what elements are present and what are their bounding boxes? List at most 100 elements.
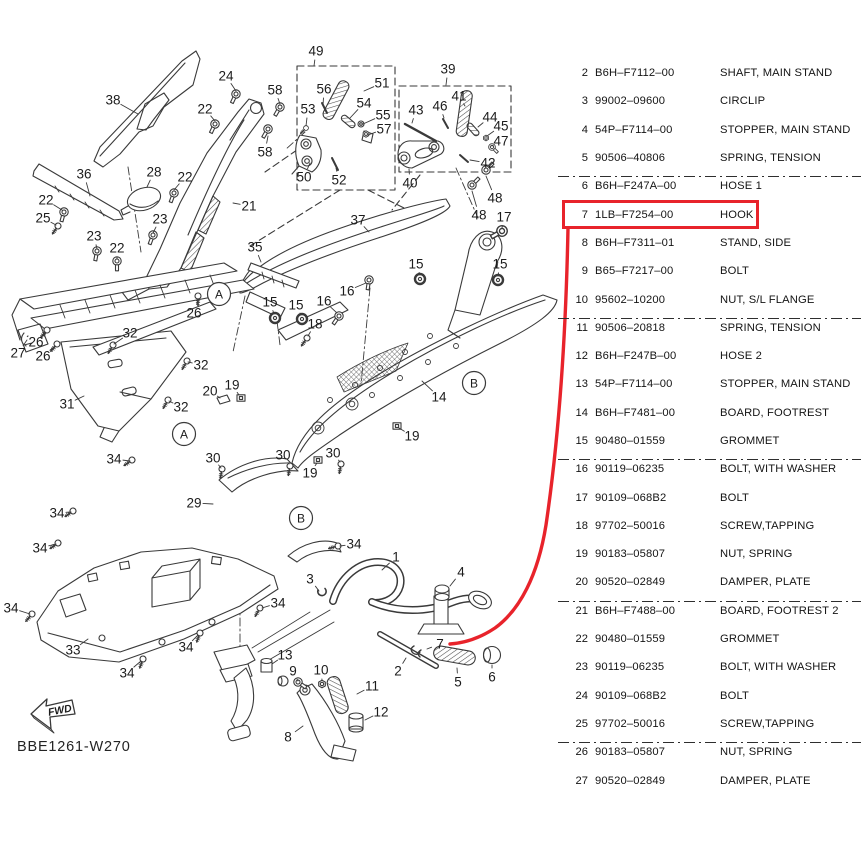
parts-row[interactable]: 19 90183–05807 NUT, SPRING — [558, 540, 861, 568]
parts-row[interactable]: 22 90480–01559 GROMMET — [558, 625, 861, 653]
callout-label[interactable]: 29 — [186, 496, 201, 511]
callout-label[interactable]: 40 — [402, 176, 417, 191]
parts-row[interactable]: 24 90109–068B2 BOLT — [558, 682, 861, 710]
parts-row[interactable]: 17 90109–068B2 BOLT — [558, 483, 861, 511]
callout-label[interactable]: 13 — [277, 648, 292, 663]
parts-row[interactable]: 10 95602–10200 NUT, S/L FLANGE — [558, 285, 861, 313]
callout-label[interactable]: 18 — [307, 317, 322, 332]
callout-label[interactable]: 6 — [488, 670, 496, 685]
callout-label[interactable]: 38 — [105, 93, 120, 108]
parts-row[interactable]: 21 B6H–F7488–00 BOARD, FOOTREST 2 — [558, 597, 861, 625]
parts-row[interactable]: 26 90183–05807 NUT, SPRING — [558, 738, 861, 766]
callout-label[interactable]: 34 — [49, 506, 65, 521]
callout-label[interactable]: 17 — [496, 210, 511, 225]
callout-label[interactable]: 57 — [376, 122, 391, 137]
callout-label[interactable]: 56 — [316, 82, 331, 97]
callout-label[interactable]: 3 — [306, 572, 314, 587]
callout-label[interactable]: 22 — [177, 170, 192, 185]
callout-label[interactable]: 53 — [300, 102, 315, 117]
callout-label[interactable]: 31 — [59, 397, 74, 412]
callout-label[interactable]: 22 — [109, 241, 124, 256]
parts-row[interactable]: 13 54P–F7114–00 STOPPER, MAIN STAND — [558, 370, 861, 398]
callout-label[interactable]: 14 — [431, 390, 447, 405]
callout-label[interactable]: 15 — [288, 298, 303, 313]
callout-label[interactable]: 8 — [284, 730, 292, 745]
callout-label[interactable]: 23 — [152, 212, 167, 227]
callout-label[interactable]: 25 — [35, 211, 50, 226]
callout-label[interactable]: 36 — [76, 167, 91, 182]
callout-label[interactable]: 37 — [350, 213, 365, 228]
callout-label[interactable]: 49 — [308, 44, 323, 59]
callout-label[interactable]: 20 — [202, 384, 217, 399]
parts-row[interactable]: 27 90520–02849 DAMPER, PLATE — [558, 766, 861, 794]
parts-row[interactable]: 6 B6H–F247A–00 HOSE 1 — [558, 172, 861, 200]
parts-row[interactable]: 20 90520–02849 DAMPER, PLATE — [558, 568, 861, 596]
parts-row[interactable]: 15 90480–01559 GROMMET — [558, 427, 861, 455]
callout-label[interactable]: 35 — [247, 240, 262, 255]
callout-label[interactable]: 5 — [454, 675, 462, 690]
callout-label[interactable]: 47 — [493, 134, 508, 149]
parts-row[interactable]: 7 1LB–F7254–00 HOOK — [558, 200, 861, 228]
callout-label[interactable]: 34 — [106, 452, 122, 467]
callout-label[interactable]: 1 — [392, 550, 400, 565]
callout-label[interactable]: 33 — [65, 643, 80, 658]
callout-label[interactable]: 32 — [122, 326, 137, 341]
callout-label[interactable]: 30 — [275, 448, 290, 463]
callout-label[interactable]: 30 — [325, 446, 340, 461]
callout-label[interactable]: 44 — [482, 110, 498, 125]
parts-row[interactable]: 14 B6H–F7481–00 BOARD, FOOTREST — [558, 399, 861, 427]
callout-label[interactable]: 27 — [10, 346, 25, 361]
callout-label[interactable]: 19 — [302, 466, 317, 481]
parts-row[interactable]: 5 90506–40806 SPRING, TENSION — [558, 144, 861, 172]
callout-label[interactable]: 48 — [487, 191, 502, 206]
callout-label[interactable]: 34 — [32, 541, 48, 556]
callout-label[interactable]: 7 — [436, 637, 444, 652]
callout-label[interactable]: 12 — [373, 705, 388, 720]
callout-label[interactable]: 46 — [432, 99, 447, 114]
parts-row[interactable]: 4 54P–F7114–00 STOPPER, MAIN STAND — [558, 116, 861, 144]
callout-label[interactable]: 58 — [257, 145, 272, 160]
callout-label[interactable]: 22 — [197, 102, 212, 117]
callout-label[interactable]: 32 — [193, 358, 208, 373]
callout-label[interactable]: 45 — [493, 119, 508, 134]
callout-label[interactable]: 23 — [86, 229, 101, 244]
callout-label[interactable]: 42 — [480, 156, 495, 171]
callout-label[interactable]: 28 — [146, 165, 161, 180]
callout-label[interactable]: 41 — [451, 89, 466, 104]
parts-row[interactable]: 23 90119–06235 BOLT, WITH WASHER — [558, 653, 861, 681]
callout-label[interactable]: 10 — [313, 663, 328, 678]
callout-label[interactable]: 34 — [3, 601, 19, 616]
callout-label[interactable]: 52 — [331, 173, 346, 188]
callout-label[interactable]: 58 — [267, 83, 282, 98]
callout-label[interactable]: 19 — [404, 429, 419, 444]
callout-label[interactable]: 15 — [492, 257, 507, 272]
parts-row[interactable]: 16 90119–06235 BOLT, WITH WASHER — [558, 455, 861, 483]
callout-label[interactable]: 34 — [346, 537, 362, 552]
callout-label[interactable]: 19 — [224, 378, 239, 393]
callout-label[interactable]: 11 — [365, 679, 379, 694]
callout-label[interactable]: 15 — [262, 295, 277, 310]
callout-label[interactable]: 26 — [28, 335, 43, 350]
callout-label[interactable]: 43 — [408, 103, 423, 118]
callout-label[interactable]: 15 — [408, 257, 423, 272]
parts-row[interactable]: 18 97702–50016 SCREW,TAPPING — [558, 512, 861, 540]
callout-label[interactable]: 24 — [218, 69, 234, 84]
callout-label[interactable]: 48 — [471, 208, 486, 223]
callout-label[interactable]: 55 — [375, 108, 390, 123]
callout-label[interactable]: 51 — [374, 76, 389, 91]
parts-row[interactable]: 12 B6H–F247B–00 HOSE 2 — [558, 342, 861, 370]
parts-row[interactable]: 9 B65–F7217–00 BOLT — [558, 257, 861, 285]
callout-label[interactable]: 26 — [186, 306, 201, 321]
parts-row[interactable]: 11 90506–20818 SPRING, TENSION — [558, 314, 861, 342]
callout-label[interactable]: 4 — [457, 565, 465, 580]
callout-label[interactable]: 2 — [394, 664, 402, 679]
callout-label[interactable]: 50 — [296, 170, 311, 185]
parts-row[interactable]: 25 97702–50016 SCREW,TAPPING — [558, 710, 861, 738]
callout-label[interactable]: 32 — [173, 400, 188, 415]
callout-label[interactable]: 30 — [205, 451, 220, 466]
callout-label[interactable]: 16 — [316, 294, 331, 309]
callout-label[interactable]: 34 — [270, 596, 286, 611]
callout-label[interactable]: 22 — [38, 193, 53, 208]
callout-label[interactable]: 39 — [440, 62, 455, 77]
callout-label[interactable]: 26 — [35, 349, 50, 364]
